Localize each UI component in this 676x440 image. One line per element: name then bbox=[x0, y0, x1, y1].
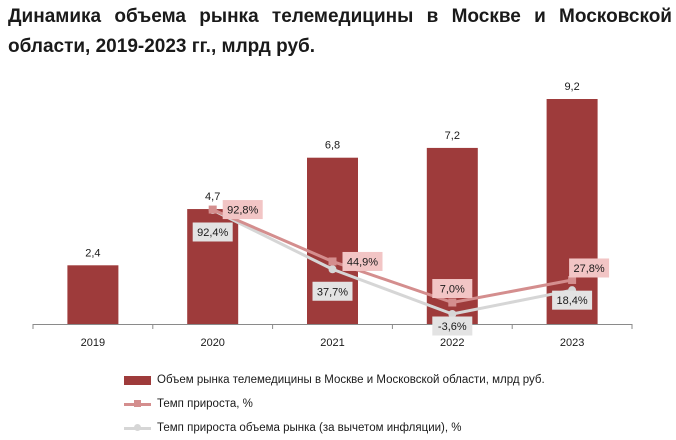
real-growth-label-box bbox=[312, 281, 353, 301]
growth-label: 27,8% bbox=[573, 263, 604, 275]
x-tick-label-2022: 2022 bbox=[440, 337, 464, 349]
bar-2019 bbox=[67, 265, 119, 324]
bar-value-label: 4,7 bbox=[205, 191, 220, 203]
growth-marker bbox=[448, 298, 457, 307]
growth-line bbox=[212, 208, 573, 305]
real-growth-label: 18,4% bbox=[556, 295, 587, 307]
real-growth-label: 37,7% bbox=[317, 286, 348, 298]
legend-swatch-growth-line bbox=[124, 398, 151, 410]
legend-label-growth-rate: Темп прироста, % bbox=[157, 398, 253, 410]
x-tick-label-2020: 2020 bbox=[200, 337, 224, 349]
growth-marker bbox=[568, 275, 577, 284]
x-tick-label-2019: 2019 bbox=[81, 337, 105, 349]
real-growth-label-box bbox=[432, 316, 473, 336]
growth-label-box bbox=[569, 258, 610, 278]
growth-label: 92,8% bbox=[227, 205, 258, 217]
chart-title: Динамика объема рынка телемедицины в Мос… bbox=[8, 6, 672, 57]
real-growth-label: -3,6% bbox=[438, 321, 467, 333]
growth-label-box bbox=[342, 251, 383, 271]
bar-value-label: 2,4 bbox=[85, 247, 100, 259]
growth-marker bbox=[208, 205, 217, 214]
legend-label-real-growth-rate: Темп прироста объема рынка (за вычетом и… bbox=[157, 422, 462, 434]
real-growth-label-box bbox=[192, 222, 233, 242]
legend-swatch-bar bbox=[124, 374, 151, 386]
real-growth-marker bbox=[448, 310, 457, 318]
bar-value-label: 7,2 bbox=[445, 130, 460, 142]
real-growth-line bbox=[212, 208, 573, 316]
legend-item-market-volume: Объем рынка телемедицины в Москве и Моск… bbox=[124, 368, 545, 392]
chart-area: 2,4 2019 4,7 2020 6,8 2021 7,2 2022 9,2 2023 92,4%… bbox=[32, 81, 633, 349]
legend-item-real-growth-rate: Темп прироста объема рынка (за вычетом и… bbox=[124, 416, 545, 440]
growth-label: 44,9% bbox=[347, 256, 378, 268]
bar-value-label: 6,8 bbox=[325, 140, 340, 152]
growth-label-box bbox=[222, 200, 263, 220]
growth-label: 7,0% bbox=[440, 284, 465, 296]
growth-label-box bbox=[432, 279, 473, 299]
bar-value-label: 9,2 bbox=[564, 81, 579, 93]
real-growth-marker bbox=[328, 265, 337, 274]
legend: Объем рынка телемедицины в Москве и Моск… bbox=[124, 368, 545, 440]
legend-item-growth-rate: Темп прироста, % bbox=[124, 392, 545, 416]
real-growth-label-box bbox=[552, 290, 593, 310]
growth-marker bbox=[328, 257, 337, 266]
legend-swatch-real-growth-line bbox=[124, 422, 151, 434]
legend-label-market-volume: Объем рынка телемедицины в Москве и Моск… bbox=[157, 374, 545, 386]
x-tick-label-2023: 2023 bbox=[560, 337, 584, 349]
real-growth-label: 92,4% bbox=[197, 227, 228, 239]
x-tick-label-2021: 2021 bbox=[320, 337, 344, 349]
